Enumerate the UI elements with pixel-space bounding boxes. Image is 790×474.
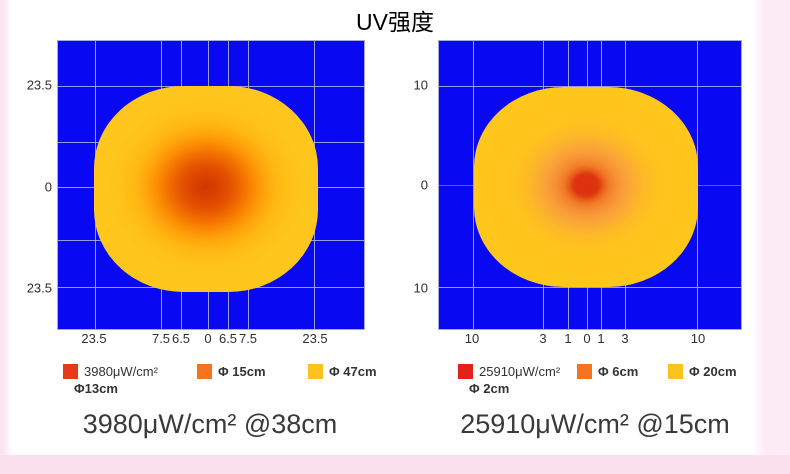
legend-label: 25910μW/cm²: [479, 364, 561, 379]
legend-item-mid: Φ 6cm: [577, 364, 638, 379]
legend-item-peak: 25910μW/cm² Φ 2cm: [458, 364, 560, 396]
y-tick-label: 10: [413, 280, 428, 296]
page-bg-left-edge: [0, 0, 12, 474]
uv-plot-15cm: [438, 40, 742, 330]
gridline: [472, 41, 474, 329]
legend-label: Φ 47cm: [329, 364, 377, 379]
page-bg-right-edge: [752, 0, 790, 474]
gridline: [439, 85, 741, 87]
x-tick-label: 0: [204, 331, 212, 346]
legend-item-mid: Φ 15cm: [197, 364, 266, 379]
uv-plot-38cm: [57, 40, 365, 330]
legend-label: Φ 15cm: [218, 364, 266, 379]
x-tick-label: 0: [583, 331, 591, 346]
legend-label: 3980μW/cm²: [84, 364, 158, 379]
legend-label: Φ 20cm: [689, 364, 737, 379]
x-tick-label: 1: [564, 331, 572, 346]
x-tick-label: 6.5: [218, 331, 238, 346]
legend-sublabel: Φ13cm: [74, 381, 118, 396]
x-tick-label: 3: [621, 331, 629, 346]
x-tick-label: 6.5: [171, 331, 191, 346]
x-tick-label: 3: [539, 331, 547, 346]
y-tick-label: 0: [420, 177, 428, 193]
x-tick-label: 7.5: [151, 331, 171, 346]
x-tick-label: 1: [597, 331, 605, 346]
chart-caption-15cm: 25910μW/cm² @15cm: [460, 409, 730, 439]
x-tick-label: 10: [690, 331, 706, 346]
legend-swatch-yellow: [308, 364, 323, 379]
legend-swatch-yellow: [668, 364, 683, 379]
x-tick-label: 23.5: [302, 331, 328, 346]
legend-item-outer: Φ 20cm: [668, 364, 737, 379]
y-tick-label: 10: [413, 77, 428, 93]
legend-swatch-red: [458, 364, 473, 379]
y-tick-label: 0: [44, 179, 52, 195]
page-bg-bottom-band: [0, 455, 790, 474]
x-tick-label: 7.5: [238, 331, 258, 346]
uv-intensity-blob-38cm: [94, 86, 318, 292]
legend-swatch-orange: [197, 364, 212, 379]
legend-label: Φ 6cm: [598, 364, 639, 379]
legend-swatch-red: [63, 364, 78, 379]
uv-intensity-blob-15cm: [474, 87, 698, 287]
y-tick-label: 23.5: [26, 280, 52, 296]
page-title: UV强度: [356, 9, 434, 35]
legend-item-peak: 3980μW/cm² Φ13cm: [63, 364, 158, 396]
legend-sublabel: Φ 2cm: [469, 381, 510, 396]
legend-item-outer: Φ 47cm: [308, 364, 377, 379]
x-tick-label: 10: [464, 331, 480, 346]
chart-caption-38cm: 3980μW/cm² @38cm: [82, 409, 338, 439]
gridline: [439, 287, 741, 289]
x-tick-label: 23.5: [81, 331, 107, 346]
y-tick-label: 23.5: [26, 77, 52, 93]
legend-swatch-orange: [577, 364, 592, 379]
